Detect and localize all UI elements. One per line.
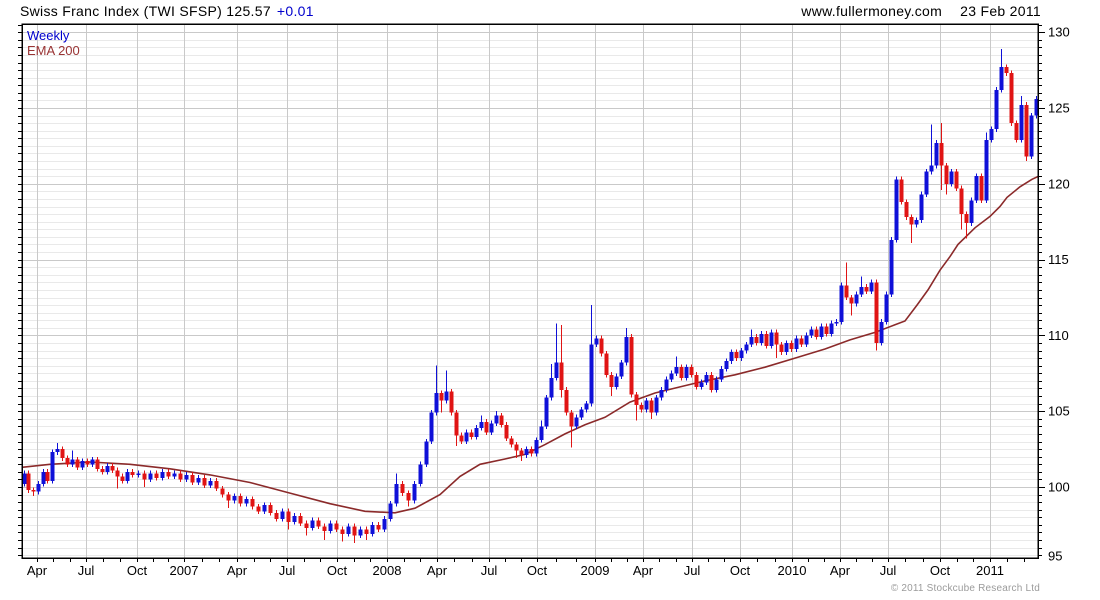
chart-date: 23 Feb 2011: [960, 3, 1041, 19]
svg-text:Oct: Oct: [327, 563, 348, 578]
page-title: Swiss Franc Index (TWI SFSP) 125.57: [20, 3, 271, 19]
svg-text:Apr: Apr: [633, 563, 654, 578]
site-url: www.fullermoney.com: [801, 3, 943, 19]
copyright-notice: © 2011 Stockcube Research Ltd: [890, 583, 1040, 594]
svg-text:2010: 2010: [778, 563, 807, 578]
svg-text:Jul: Jul: [78, 563, 95, 578]
svg-text:120: 120: [1048, 176, 1070, 191]
ema-line: [22, 175, 1038, 514]
svg-text:2009: 2009: [581, 563, 610, 578]
svg-text:Apr: Apr: [427, 563, 448, 578]
svg-text:2007: 2007: [170, 563, 199, 578]
price-change: +0.01: [276, 3, 314, 19]
svg-text:Oct: Oct: [730, 563, 751, 578]
svg-text:130: 130: [1048, 25, 1070, 40]
svg-text:Oct: Oct: [527, 563, 548, 578]
svg-text:115: 115: [1048, 252, 1069, 267]
svg-text:100: 100: [1048, 480, 1070, 495]
chart-header-right: www.fullermoney.com 23 Feb 2011: [801, 3, 1041, 19]
axis-labels: 95 100 105 110 115 120 125 130 Apr Jul Oct 2007 Apr J…: [27, 25, 1070, 578]
chart-header: Swiss Franc Index (TWI SFSP) 125.57 +0.01: [20, 3, 314, 19]
svg-text:Apr: Apr: [830, 563, 851, 578]
svg-text:Apr: Apr: [227, 563, 248, 578]
svg-text:Jul: Jul: [684, 563, 701, 578]
candlestick-series: [22, 48, 1038, 544]
legend-weekly-label: Weekly: [27, 28, 70, 43]
svg-text:Oct: Oct: [930, 563, 951, 578]
svg-text:95: 95: [1048, 549, 1062, 564]
svg-text:125: 125: [1048, 101, 1070, 116]
svg-text:Jul: Jul: [481, 563, 498, 578]
svg-text:105: 105: [1048, 404, 1070, 419]
svg-text:Apr: Apr: [27, 563, 48, 578]
svg-text:2008: 2008: [373, 563, 402, 578]
legend-ema-label: EMA 200: [27, 43, 80, 58]
svg-text:110: 110: [1048, 328, 1069, 343]
svg-text:Oct: Oct: [127, 563, 148, 578]
svg-text:Jul: Jul: [880, 563, 897, 578]
svg-text:Jul: Jul: [279, 563, 296, 578]
axes: [18, 23, 1045, 562]
svg-text:2011: 2011: [976, 563, 1004, 578]
